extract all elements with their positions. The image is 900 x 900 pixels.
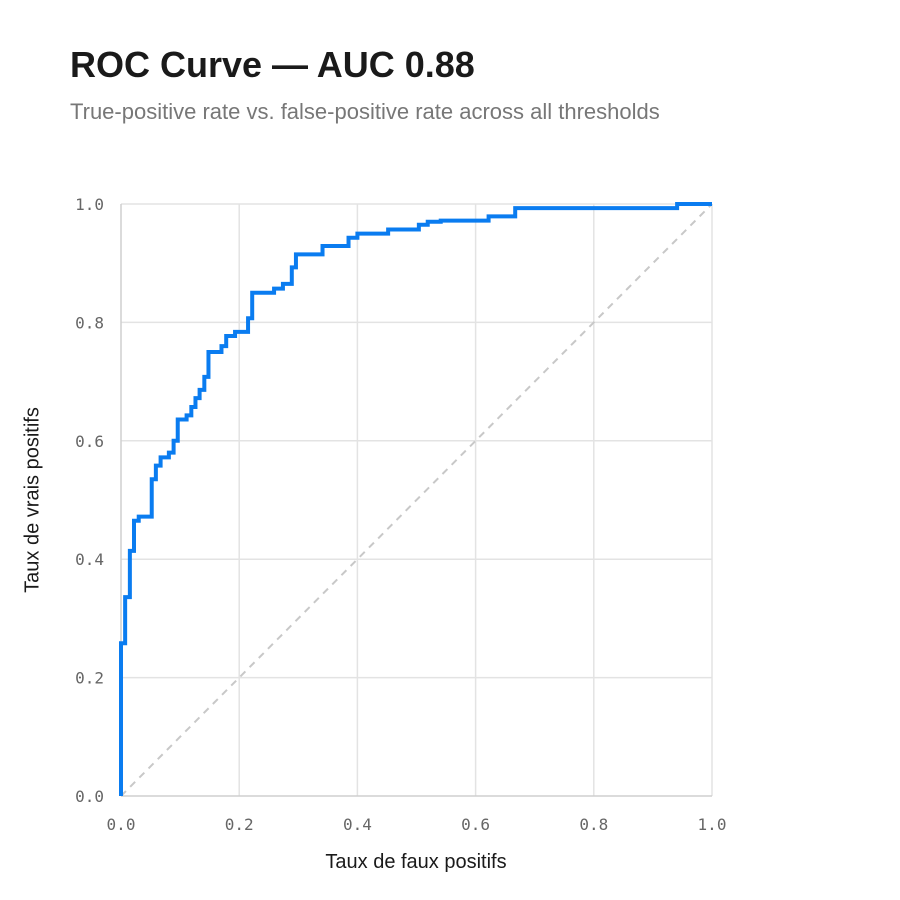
x-axis-label: Taux de faux positifs	[325, 851, 506, 873]
y-tick-label: 1.0	[75, 195, 104, 214]
chance-diagonal-line	[120, 203, 713, 797]
roc-curve-line	[119, 202, 712, 796]
chart-subtitle: True-positive rate vs. false-positive ra…	[70, 99, 660, 124]
y-tick-label: 0.0	[75, 787, 104, 806]
x-tick-label: 0.4	[343, 815, 372, 834]
series	[119, 202, 713, 797]
y-tick-label: 0.4	[75, 550, 104, 569]
x-tick-label: 0.2	[225, 815, 254, 834]
y-tick-label: 0.6	[75, 432, 104, 451]
y-tick-label: 0.8	[75, 313, 104, 332]
y-tick-label: 0.2	[75, 669, 104, 688]
chart-title: ROC Curve — AUC 0.88	[70, 44, 475, 85]
tick-labels: 0.0 0.2 0.4 0.6 0.8 1.0 0.0 0.2 0.4 0.6 0.8 1.0	[75, 195, 726, 834]
x-tick-label: 0.8	[579, 815, 608, 834]
grid	[121, 203, 713, 796]
x-tick-label: 0.0	[107, 815, 136, 834]
x-tick-label: 0.6	[461, 815, 490, 834]
y-axis-label: Taux de vrais positifs	[21, 407, 43, 593]
x-tick-label: 1.0	[698, 815, 727, 834]
